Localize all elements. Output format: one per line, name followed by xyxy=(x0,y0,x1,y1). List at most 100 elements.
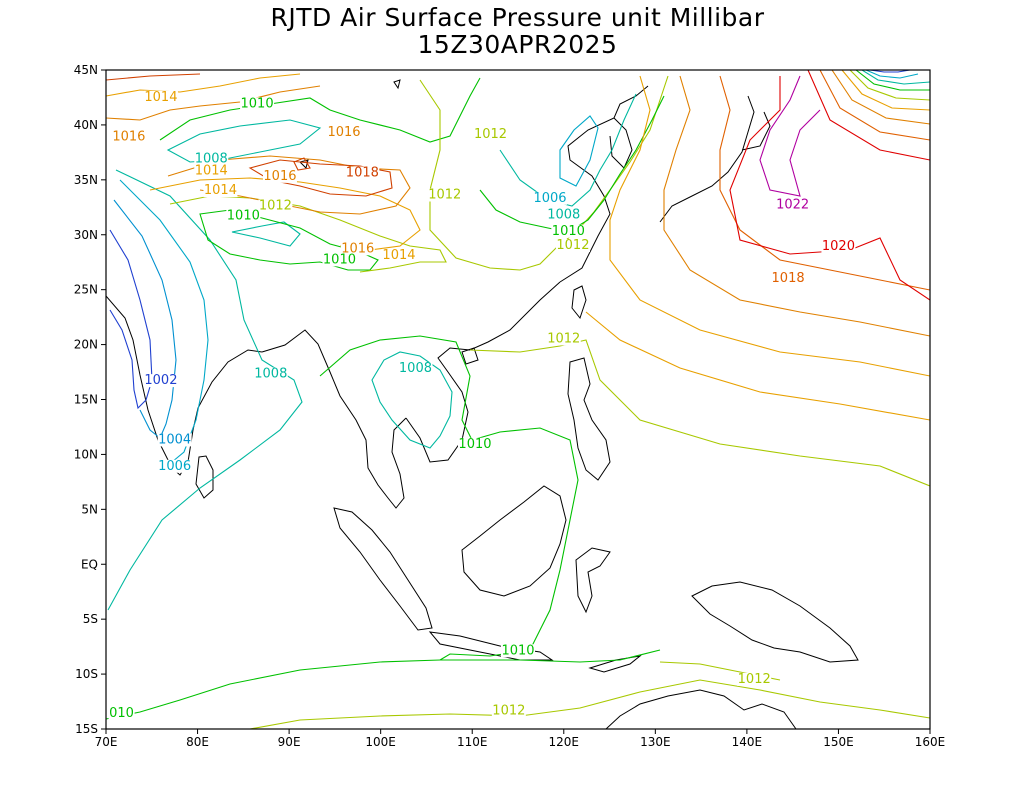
contour-label: 1012 xyxy=(556,238,589,253)
lon-tick-label: 160E xyxy=(915,735,946,749)
contour-label: 1012 xyxy=(738,672,771,687)
contour-label: 1022 xyxy=(776,197,809,212)
isobar-1010-sea xyxy=(319,335,579,661)
isobar-1010-south xyxy=(106,649,661,720)
map-timestamp: 15Z30APR2025 xyxy=(417,30,618,59)
isobar-1018-japan xyxy=(719,75,930,291)
coastline-new-guinea xyxy=(691,581,859,663)
isobar-ne-6 xyxy=(855,70,930,91)
isobar-1022-japan xyxy=(759,75,821,197)
isobar-layer xyxy=(106,70,930,729)
contour-label-bg xyxy=(457,437,492,451)
isobar-1010-north xyxy=(159,77,481,143)
contour-label-bg xyxy=(194,152,229,166)
isobar-1006-china xyxy=(559,115,599,187)
lat-tick-label: 20N xyxy=(74,338,98,352)
lon-tick-label: 130E xyxy=(640,735,671,749)
contour-label: 1012 xyxy=(259,198,292,213)
contour-label-bg xyxy=(473,128,508,142)
contour-label: 1018 xyxy=(772,271,805,286)
contour-label: 1014 xyxy=(195,163,228,178)
isobar-ne-5 xyxy=(849,70,930,101)
coastline-australia xyxy=(605,689,797,729)
contour-label-bg xyxy=(771,271,806,285)
isobar-1008-china xyxy=(499,93,637,207)
coastline-korea xyxy=(609,117,633,169)
contour-label: 1010 xyxy=(323,252,356,267)
isobar-1012-tibet xyxy=(169,195,447,273)
contour-label-bg xyxy=(491,704,526,718)
isobar-1016-japan xyxy=(663,75,930,337)
coastline-india xyxy=(106,295,263,476)
contour-label: 1012 xyxy=(474,127,507,142)
axis-tick-layer: 70E 80E 90E 100E 110E 120E 130E 140E 150E 160E 45N… xyxy=(74,63,946,749)
contour-label-bg xyxy=(262,169,297,183)
contour-label-bg xyxy=(381,248,416,262)
contour-label: 1012 xyxy=(492,704,525,719)
coastline-japan xyxy=(659,95,771,223)
contour-label: 1010 xyxy=(241,96,274,111)
lat-tick-label: 10N xyxy=(74,447,98,461)
isobar-ne-8 xyxy=(865,70,919,79)
contour-label-bg xyxy=(108,706,135,720)
coastline-borneo xyxy=(461,485,567,597)
map-title: RJTD Air Surface Pressure unit Millibar xyxy=(270,3,765,32)
lat-tick-label: EQ xyxy=(81,557,98,571)
contour-label: 1020 xyxy=(822,239,855,254)
isobar-1008-india xyxy=(107,169,303,611)
lat-tick-label: 5S xyxy=(83,612,98,626)
contour-label-bg xyxy=(345,166,380,180)
contour-label-bg xyxy=(737,672,772,686)
isobar-ne-9 xyxy=(869,70,911,73)
coastline-taiwan xyxy=(571,285,587,320)
contour-label-bg xyxy=(546,332,581,346)
contour-label: 1012 xyxy=(428,188,461,203)
lat-tick-label: 30N xyxy=(74,228,98,242)
contour-label: 1012 xyxy=(547,331,580,346)
contour-label-bg xyxy=(143,374,178,388)
contour-label: 1016 xyxy=(263,169,296,184)
isobar-1002 xyxy=(109,229,153,410)
coastline-philippines xyxy=(567,357,611,481)
contour-label-bg xyxy=(501,644,535,658)
contour-label-bg xyxy=(327,125,362,139)
contour-label-bg xyxy=(240,97,275,111)
contour-label: 1014 xyxy=(382,248,415,263)
isobar-1014-tibet xyxy=(149,177,421,251)
lat-tick-label: 10S xyxy=(75,667,98,681)
contour-label-bg xyxy=(253,367,288,381)
isobar-1010-tibet xyxy=(199,209,379,271)
lon-tick-label: 100E xyxy=(365,735,396,749)
isobar-1014-north xyxy=(106,73,301,97)
lon-tick-label: 140E xyxy=(732,735,763,749)
coastline-java xyxy=(428,631,554,661)
isobar-1018-small xyxy=(293,157,311,171)
isobar-ne-2 xyxy=(819,70,930,141)
lat-tick-label: 25N xyxy=(74,283,98,297)
contour-label: 1008 xyxy=(254,367,287,382)
contour-label-bg xyxy=(340,242,375,256)
isobar-1012-south xyxy=(249,679,930,729)
isobar-1010-china xyxy=(479,95,665,233)
contour-label: 1014 xyxy=(144,90,177,105)
coastline-timor xyxy=(588,655,642,673)
isobar-lines xyxy=(106,70,930,729)
contour-label-bg xyxy=(157,459,192,473)
coastline-myanmar-malaya xyxy=(261,329,407,509)
contour-label: 1010 xyxy=(458,437,491,452)
contour-label-bg xyxy=(427,188,462,202)
isobar-ne-3 xyxy=(831,70,930,125)
contour-label-bg xyxy=(111,130,146,144)
contour-label-bg xyxy=(258,199,293,213)
coastline-sulawesi xyxy=(575,547,611,614)
lon-tick-label: 90E xyxy=(278,735,301,749)
contour-label-bg xyxy=(322,253,357,267)
coastline-china xyxy=(559,85,649,283)
isobar-1012-sea xyxy=(469,339,930,487)
contour-label-bg xyxy=(533,191,568,205)
contour-label-bg xyxy=(203,184,238,198)
contour-label: 1016 xyxy=(112,129,145,144)
isobar-ne-4 xyxy=(841,70,930,111)
contour-label: 1006 xyxy=(533,191,566,206)
